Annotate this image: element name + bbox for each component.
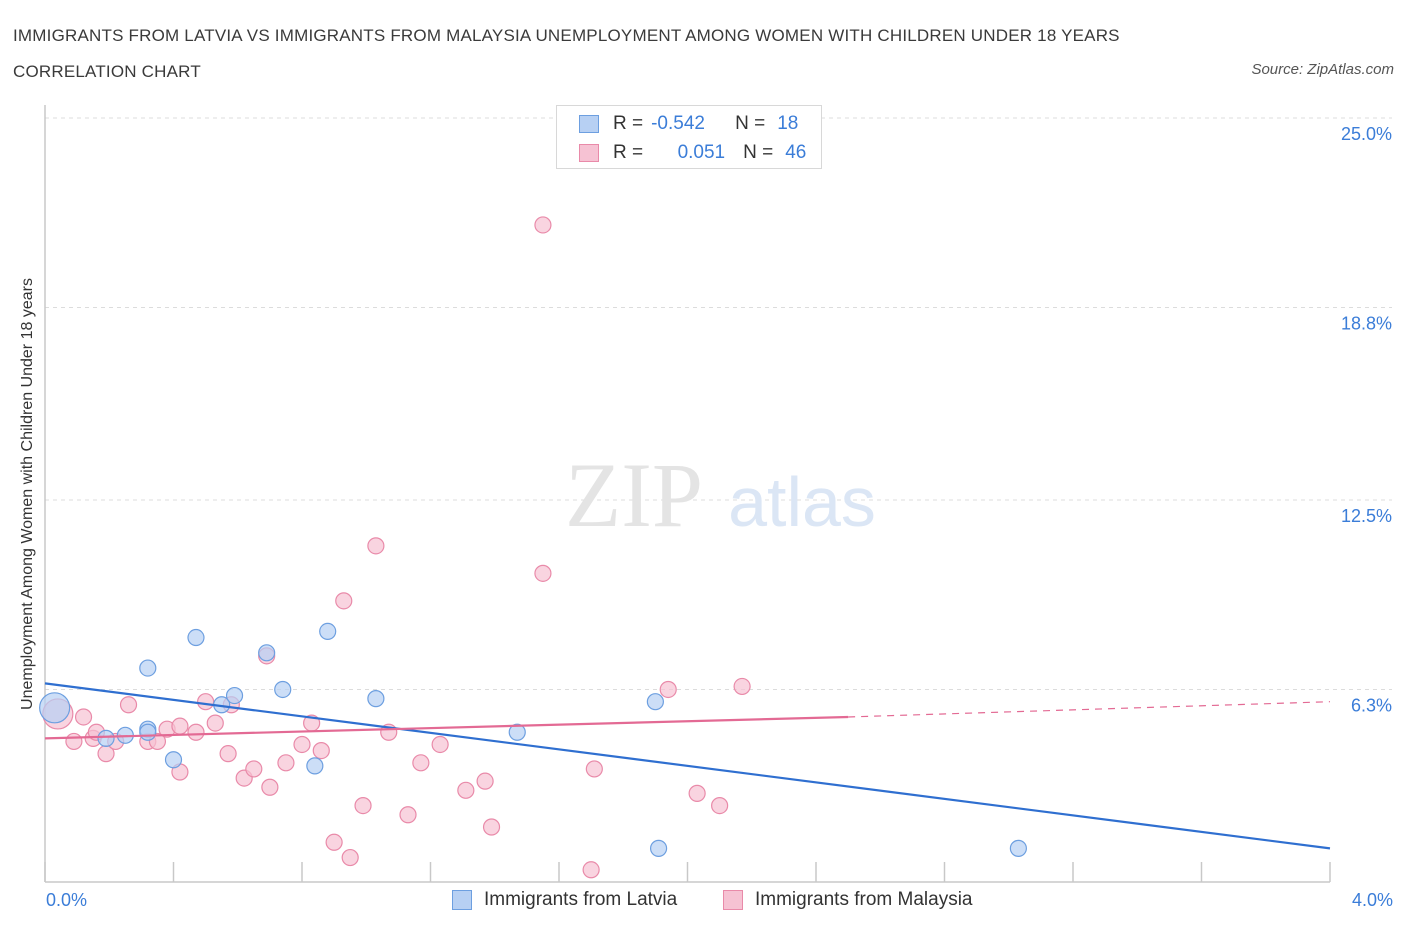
latvia-point (367, 690, 385, 708)
y-tick-label: 18.8% (1341, 313, 1392, 333)
malaysia-trend-extension (848, 701, 1331, 718)
latvia-r-value: -0.542 (651, 113, 705, 134)
latvia-n-value: 18 (777, 113, 799, 134)
latvia-legend-label: Immigrants from Latvia (484, 889, 678, 910)
malaysia-point (74, 708, 93, 726)
malaysia-point (312, 741, 330, 760)
latvia-point (1009, 839, 1027, 857)
latvia-points (39, 622, 1027, 857)
x-tick-min: 0.0% (46, 890, 88, 910)
malaysia-point (245, 760, 263, 778)
legend-row-malaysia: R = 0.051 N = 46 (579, 140, 806, 166)
y-tick-label: 25.0% (1341, 124, 1392, 144)
latvia-point (164, 751, 183, 769)
malaysia-point (367, 537, 385, 555)
malaysia-point (476, 772, 494, 790)
malaysia-point (431, 735, 449, 754)
malaysia-point (206, 714, 224, 732)
malaysia-point (534, 564, 552, 582)
malaysia-point (534, 216, 552, 234)
malaysia-point (457, 781, 475, 799)
latvia-point (508, 723, 526, 741)
malaysia-point (341, 848, 359, 867)
latvia-point (187, 628, 205, 647)
malaysia-point (585, 760, 603, 778)
latvia-point (97, 729, 115, 747)
latvia-n-label: N = (735, 113, 766, 134)
malaysia-legend-swatch (723, 890, 743, 910)
malaysia-point (119, 696, 138, 714)
malaysia-point (733, 677, 751, 696)
y-tick-label: 6.3% (1351, 695, 1392, 715)
malaysia-point (582, 861, 600, 879)
malaysia-point (261, 778, 279, 796)
malaysia-point (335, 592, 353, 610)
malaysia-point (293, 735, 311, 754)
watermark-atlas: atlas (728, 463, 876, 541)
axes (44, 105, 1331, 883)
latvia-point (258, 644, 276, 662)
x-tick-max: 4.0% (1351, 890, 1393, 910)
malaysia-point (354, 796, 372, 815)
malaysia-trend-line (44, 715, 849, 740)
malaysia-point (171, 717, 189, 735)
malaysia-point (688, 784, 706, 802)
legend-item-malaysia[interactable]: Immigrants from Malaysia (723, 889, 973, 911)
malaysia-points (42, 216, 751, 879)
latvia-trend-line (44, 682, 1331, 850)
source-label: Source: ZipAtlas.com (1251, 61, 1394, 78)
malaysia-r-value: 0.051 (677, 142, 726, 163)
malaysia-point (219, 745, 237, 763)
grid-lines (45, 117, 1392, 690)
malaysia-point (277, 754, 295, 772)
latvia-point (274, 680, 292, 699)
latvia-point (306, 757, 324, 775)
latvia-legend-swatch (452, 890, 472, 910)
legend-row-latvia: R = -0.542 N = 18 (579, 111, 798, 137)
malaysia-n-label: N = (743, 142, 774, 163)
latvia-point (646, 693, 664, 711)
malaysia-point (412, 754, 430, 772)
malaysia-n-value: 46 (785, 142, 807, 163)
latvia-point (649, 839, 668, 857)
watermark-zip: ZIP (565, 444, 703, 546)
malaysia-point (65, 732, 83, 751)
malaysia-legend-label: Immigrants from Malaysia (755, 889, 973, 910)
latvia-point (319, 622, 337, 641)
latvia-point (225, 686, 244, 705)
latvia-point (139, 659, 157, 677)
trend-lines (44, 682, 1331, 850)
malaysia-r-label: R = (613, 142, 644, 163)
malaysia-point (711, 796, 729, 815)
malaysia-point (187, 723, 205, 741)
latvia-point (39, 692, 71, 724)
series-legend: Immigrants from Latvia Immigrants from M… (0, 889, 1406, 915)
latvia-r-label: R = (613, 113, 644, 134)
stats-legend: R = -0.542 N = 18 R = 0.051 N = 46 (556, 105, 822, 169)
latvia-point (139, 723, 157, 741)
malaysia-point (197, 693, 215, 711)
chart-title: IMMIGRANTS FROM LATVIA VS IMMIGRANTS FRO… (13, 26, 1120, 81)
malaysia-swatch (579, 144, 599, 162)
malaysia-point (482, 818, 501, 836)
y-tick-labels: 6.3% 12.5% 18.8% 25.0% (1341, 124, 1392, 715)
malaysia-point (659, 680, 677, 699)
y-tick-label: 12.5% (1341, 506, 1392, 526)
latvia-swatch (579, 115, 599, 133)
malaysia-point (399, 806, 417, 824)
malaysia-point (325, 833, 343, 851)
legend-item-latvia[interactable]: Immigrants from Latvia (452, 889, 677, 911)
